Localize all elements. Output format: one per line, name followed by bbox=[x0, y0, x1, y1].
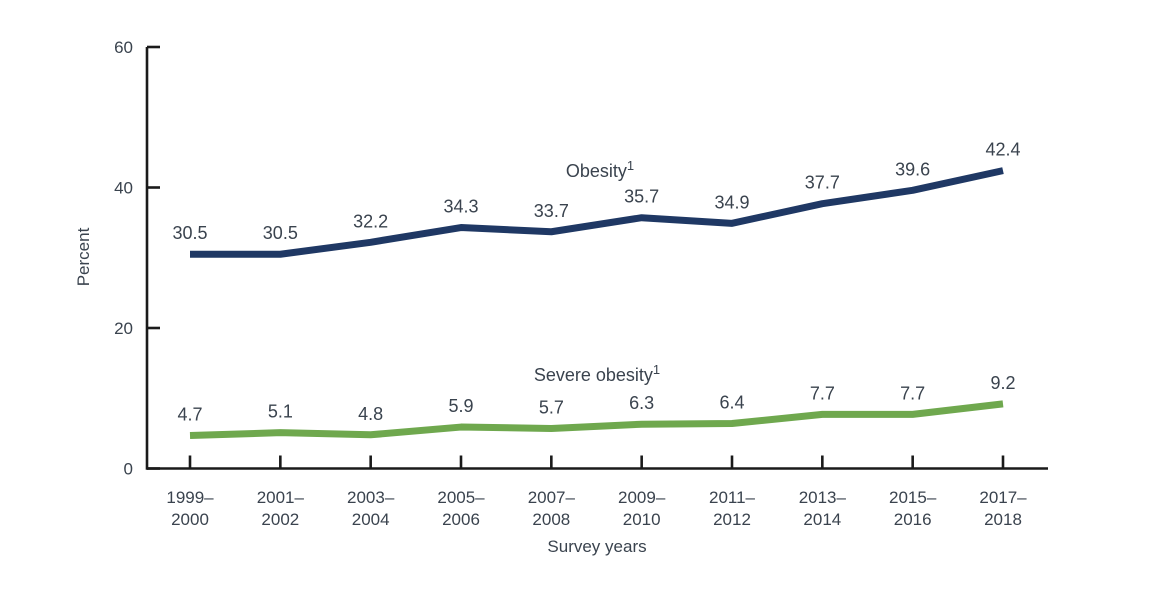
obesity-data-label: 34.3 bbox=[443, 197, 478, 217]
severe-obesity-series-label: Severe obesity1 bbox=[534, 362, 660, 385]
y-axis-tick-label: 0 bbox=[124, 460, 133, 479]
severe-obesity-data-label: 5.9 bbox=[448, 396, 473, 416]
obesity-data-label: 35.7 bbox=[624, 187, 659, 207]
x-axis-tick-label-line1: 2003– bbox=[347, 488, 395, 507]
obesity-data-label: 42.4 bbox=[985, 140, 1020, 160]
x-axis-tick-label-line2: 2000 bbox=[171, 510, 209, 529]
obesity-data-label: 32.2 bbox=[353, 211, 388, 231]
x-axis-tick-label-line1: 2017– bbox=[979, 488, 1027, 507]
x-axis-tick-label-line1: 2001– bbox=[257, 488, 305, 507]
x-axis-tick-label-line1: 2015– bbox=[889, 488, 937, 507]
severe-obesity-data-label: 5.1 bbox=[268, 402, 293, 422]
y-axis-tick-label: 60 bbox=[114, 38, 133, 57]
x-axis-tick-label-line2: 2014 bbox=[803, 510, 841, 529]
severe-obesity-data-label: 5.7 bbox=[539, 397, 564, 417]
x-axis-tick-label-line1: 2011– bbox=[709, 488, 756, 507]
obesity-data-label: 39.6 bbox=[895, 159, 930, 179]
x-axis-tick-label-line1: 1999– bbox=[166, 488, 214, 507]
y-axis-tick-label: 20 bbox=[114, 319, 133, 338]
x-axis-tick-label-line1: 2009– bbox=[618, 488, 666, 507]
x-axis-tick-label-line2: 2004 bbox=[352, 510, 390, 529]
severe-obesity-data-label: 6.4 bbox=[719, 393, 744, 413]
obesity-data-label: 30.5 bbox=[172, 223, 207, 243]
severe-obesity-data-label: 7.7 bbox=[900, 383, 925, 403]
severe-obesity-line bbox=[189, 400, 1004, 439]
x-axis-tick-label-line1: 2005– bbox=[437, 488, 485, 507]
obesity-series-label: Obesity1 bbox=[566, 158, 634, 181]
obesity-line bbox=[190, 167, 1004, 258]
obesity-data-label: 37.7 bbox=[805, 173, 840, 193]
severe-obesity-data-label: 4.8 bbox=[358, 404, 383, 424]
obesity-data-label: 30.5 bbox=[263, 223, 298, 243]
obesity-data-label: 33.7 bbox=[534, 201, 569, 221]
obesity-data-label: 34.9 bbox=[714, 192, 749, 212]
x-axis-tick-label-line2: 2016 bbox=[894, 510, 932, 529]
x-axis-tick-label-line2: 2012 bbox=[713, 510, 751, 529]
x-axis-tick-label-line2: 2008 bbox=[532, 510, 570, 529]
x-axis-tick-label-line1: 2013– bbox=[799, 488, 847, 507]
y-axis-tick-label: 40 bbox=[114, 179, 133, 198]
x-axis-tick-label-line2: 2002 bbox=[261, 510, 299, 529]
severe-obesity-data-label: 9.2 bbox=[990, 373, 1015, 393]
severe-obesity-data-label: 7.7 bbox=[810, 383, 835, 403]
x-axis-tick-label-line1: 2007– bbox=[528, 488, 576, 507]
x-axis-tick-label-line2: 2006 bbox=[442, 510, 480, 529]
x-axis-title: Survey years bbox=[547, 537, 647, 556]
severe-obesity-data-label: 4.7 bbox=[177, 404, 202, 424]
severe-obesity-data-label: 6.3 bbox=[629, 393, 654, 413]
x-axis-tick-label-line2: 2010 bbox=[623, 510, 661, 529]
x-axis-tick-label-line2: 2018 bbox=[984, 510, 1022, 529]
